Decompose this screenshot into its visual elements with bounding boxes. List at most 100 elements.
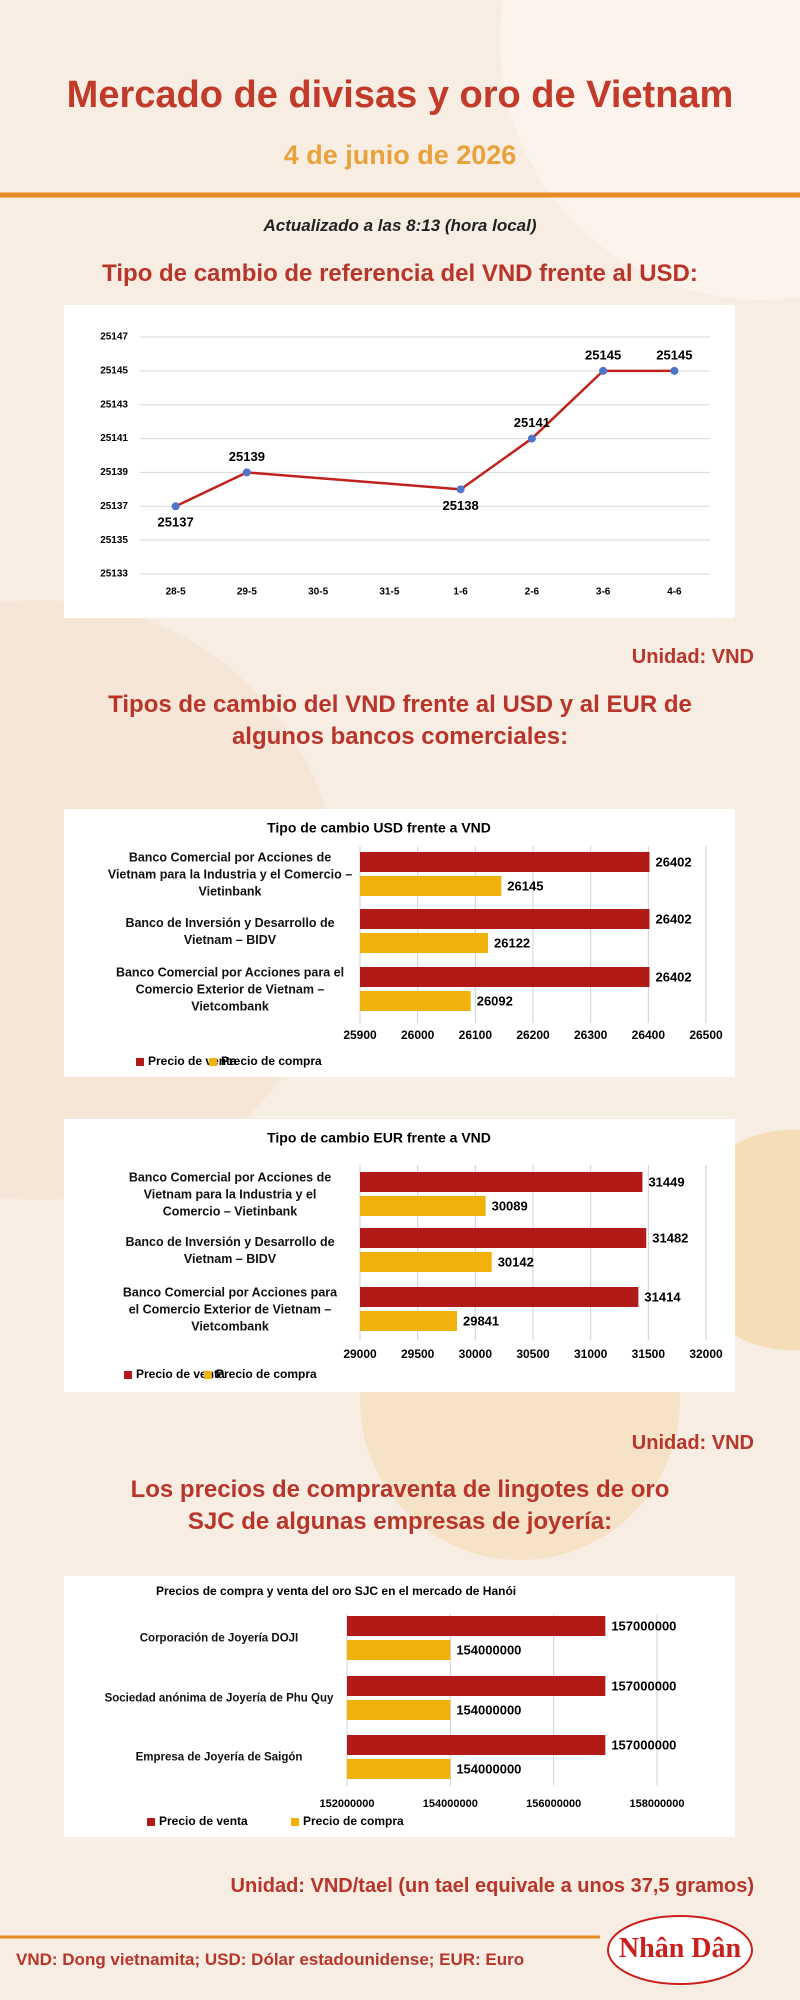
x-tick-label: 26300	[574, 1028, 608, 1042]
point	[171, 502, 180, 511]
x-tick-label: 1-6	[453, 587, 468, 598]
bar	[360, 1252, 492, 1272]
data-label: 154000000	[456, 1702, 521, 1717]
bar	[347, 1640, 451, 1660]
line-segment	[175, 471, 248, 508]
bar	[360, 1228, 647, 1248]
data-label: 26402	[655, 911, 691, 926]
legend-swatch	[136, 1058, 144, 1066]
data-label: 26402	[655, 854, 691, 869]
data-label: 157000000	[611, 1618, 676, 1633]
x-tick-label: 4-6	[667, 587, 682, 598]
section-title: Los precios de compraventa de lingotes d…	[130, 1476, 670, 1535]
data-label: 26145	[507, 878, 543, 893]
y-tick-label: 25141	[100, 433, 128, 444]
data-label: 25145	[656, 347, 692, 362]
category-label: Empresa de Joyería de Saigón	[135, 1751, 303, 1764]
x-tick-label: 26500	[689, 1028, 723, 1042]
x-tick-label: 30-5	[308, 587, 328, 598]
line-segment	[246, 471, 461, 491]
y-tick-label: 25143	[100, 399, 128, 410]
bar	[360, 1287, 639, 1307]
data-label: 25138	[443, 498, 479, 513]
category-label: Banco Comercial por Acciones de Vietnam …	[107, 850, 353, 899]
bar	[347, 1616, 606, 1636]
data-label: 25137	[158, 515, 194, 530]
legend-label: Precio de venta	[136, 1367, 225, 1381]
x-tick-label: 29500	[401, 1347, 435, 1361]
legend-label: Precio de compra	[216, 1367, 317, 1381]
category-label: Banco Comercial por Acciones de Vietnam …	[128, 1170, 332, 1219]
data-label: 31449	[648, 1174, 684, 1189]
data-label: 25145	[585, 347, 621, 362]
bar	[347, 1676, 606, 1696]
x-tick-label: 26100	[459, 1028, 493, 1042]
legend-swatch	[209, 1058, 217, 1066]
x-tick-label: 156000000	[526, 1798, 581, 1810]
category-label: Banco de Inversión y Desarrollo de Vietn…	[125, 916, 335, 947]
data-label: 157000000	[611, 1737, 676, 1752]
point	[456, 485, 465, 494]
x-tick-label: 152000000	[319, 1798, 374, 1810]
y-tick-label: 25147	[100, 332, 128, 343]
chart-box: Precios de compra y venta del oro SJC en…	[64, 1576, 735, 1837]
line-segment	[459, 437, 533, 491]
category-label: Sociedad anónima de Joyería de Phu Quy	[104, 1692, 334, 1705]
legend-swatch	[204, 1371, 212, 1379]
data-label: 30142	[498, 1254, 534, 1269]
category-label: Corporación de Joyería DOJI	[139, 1632, 299, 1645]
data-label: 31482	[652, 1230, 688, 1245]
data-label: 157000000	[611, 1678, 676, 1693]
x-tick-label: 25900	[343, 1028, 377, 1042]
x-tick-label: 28-5	[166, 587, 186, 598]
y-tick-label: 25133	[100, 569, 128, 580]
bar	[347, 1759, 451, 1779]
data-label: 26402	[655, 969, 691, 984]
data-label: 31414	[644, 1289, 681, 1304]
chart-box: 25133 25135 25137 25139 25141 25143 25145 25147…	[64, 305, 735, 618]
chart-box: Tipo de cambio USD frente a VND 25900 2600…	[64, 809, 735, 1077]
main-title: Mercado de divisas y oro de Vietnam	[66, 74, 734, 116]
x-tick-label: 26200	[516, 1028, 550, 1042]
x-tick-label: 26400	[632, 1028, 666, 1042]
date: 4 de junio de 2026	[283, 140, 517, 170]
bar	[360, 1311, 457, 1331]
category-label: Banco Comercial por Acciones para el Com…	[115, 965, 345, 1014]
footer-note: VND: Dong vietnamita; USD: Dólar estadou…	[16, 1950, 525, 1969]
x-tick-label: 29-5	[237, 587, 257, 598]
bar	[360, 933, 489, 953]
x-tick-label: 29000	[343, 1347, 377, 1361]
x-tick-label: 2-6	[525, 587, 540, 598]
unit: Unidad: VND	[631, 646, 754, 668]
data-label: 30089	[492, 1198, 528, 1213]
section-title: Tipos de cambio del VND frente al USD y …	[108, 691, 692, 750]
chart-box: Tipo de cambio EUR frente a VND 29000 2950…	[64, 1119, 735, 1392]
category-label: Banco de Inversión y Desarrollo de Vietn…	[125, 1235, 335, 1266]
legend-swatch	[124, 1371, 132, 1379]
updated: Actualizado a las 8:13 (hora local)	[263, 216, 537, 235]
chart-title: Tipo de cambio EUR frente a VND	[267, 1130, 491, 1146]
chart-title: Tipo de cambio USD frente a VND	[267, 820, 491, 836]
data-label: 154000000	[456, 1761, 521, 1776]
bar	[347, 1700, 451, 1720]
bar	[360, 1196, 486, 1216]
data-label: 26122	[494, 935, 530, 950]
data-label: 154000000	[456, 1642, 521, 1657]
point	[670, 366, 679, 375]
point	[599, 366, 608, 375]
bar	[360, 876, 502, 896]
data-label: 25141	[514, 415, 550, 430]
data-label: 26092	[477, 993, 513, 1008]
legend-label: Precio de compra	[221, 1054, 322, 1068]
y-tick-label: 25145	[100, 365, 128, 376]
data-label: 29841	[463, 1313, 499, 1328]
x-tick-label: 154000000	[423, 1798, 478, 1810]
bar	[360, 909, 650, 929]
chart-title: Precios de compra y venta del oro SJC en…	[156, 1584, 516, 1598]
bar	[360, 967, 650, 987]
y-tick-label: 25135	[100, 535, 128, 546]
category-label: Banco Comercial por Acciones para el Com…	[122, 1285, 338, 1334]
y-tick-label: 25137	[100, 501, 128, 512]
x-tick-label: 32000	[689, 1347, 723, 1361]
